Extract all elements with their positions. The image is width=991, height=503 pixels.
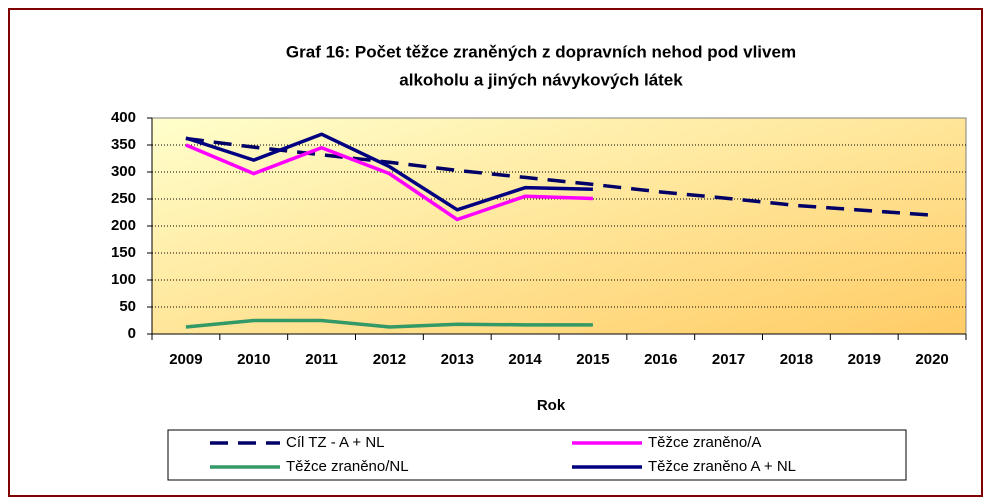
y-tick-label: 100 [111, 271, 136, 288]
y-tick-label: 200 [111, 217, 136, 234]
x-tick-label: 2010 [237, 351, 270, 368]
y-tick-label: 350 [111, 136, 136, 153]
x-tick-label: 2014 [508, 351, 542, 368]
legend-label: Těžce zraněno/NL [286, 458, 409, 475]
x-tick-label: 2015 [576, 351, 609, 368]
legend-label: Těžce zraněno/A [648, 434, 761, 451]
x-tick-label: 2016 [644, 351, 677, 368]
y-tick-label: 150 [111, 244, 136, 261]
chart-title: alkoholu a jiných návykových látek [399, 70, 683, 89]
x-tick-label: 2019 [848, 351, 881, 368]
legend-label: Cíl TZ - A + NL [286, 434, 385, 451]
y-tick-label: 50 [119, 298, 136, 315]
x-axis-label: Rok [537, 397, 566, 414]
series-line [185, 143, 593, 222]
x-tick-label: 2017 [712, 351, 745, 368]
y-tick-label: 300 [111, 163, 136, 180]
y-tick-label: 250 [111, 190, 136, 207]
series-line [185, 132, 593, 212]
y-tick-label: 400 [111, 109, 136, 126]
x-tick-label: 2009 [169, 351, 202, 368]
chart-title: Graf 16: Počet těžce zraněných z dopravn… [286, 42, 796, 61]
x-tick-label: 2018 [780, 351, 813, 368]
legend-label: Těžce zraněno A + NL [648, 458, 796, 475]
x-tick-label: 2011 [305, 351, 338, 368]
x-tick-label: 2012 [373, 351, 406, 368]
y-tick-label: 0 [128, 325, 136, 342]
x-tick-label: 2020 [915, 351, 948, 368]
legend [167, 429, 907, 481]
x-tick-label: 2013 [441, 351, 474, 368]
series-line [185, 318, 593, 329]
